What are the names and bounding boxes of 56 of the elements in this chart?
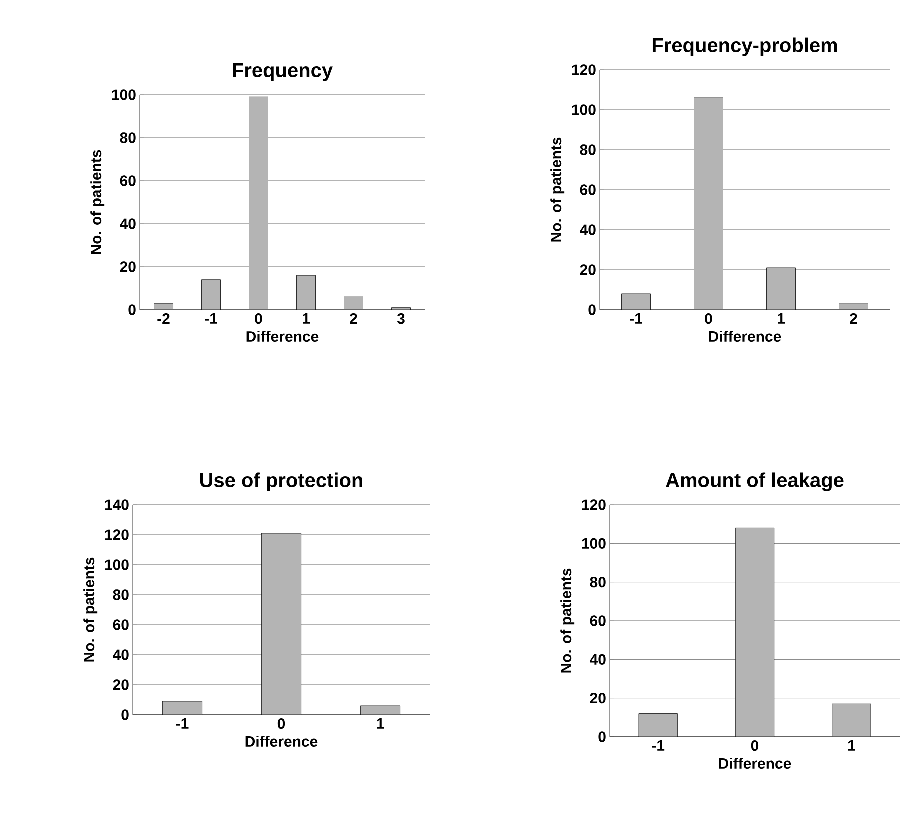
y-tick-label: 20	[113, 680, 129, 690]
chart-title: Frequency	[233, 64, 333, 82]
y-tick-label: 100	[105, 560, 129, 570]
x-axis-title: Difference	[246, 736, 318, 748]
y-tick-label: 140	[105, 500, 129, 510]
y-tick-label: 120	[582, 500, 606, 510]
x-tick-label: 0	[705, 314, 712, 324]
x-tick-label: 1	[848, 740, 856, 751]
y-tick-label: 40	[113, 650, 129, 660]
x-tick-label: 0	[255, 314, 262, 324]
y-tick-label: 60	[120, 176, 136, 186]
x-tick-label: 1	[377, 718, 384, 729]
y-tick-label: 100	[572, 104, 596, 116]
x-tick-label: -1	[630, 314, 642, 324]
y-tick-label: 120	[105, 530, 129, 540]
x-tick-label: 2	[350, 314, 358, 324]
x-axis-title: Difference	[246, 331, 319, 342]
y-tick-label: 120	[572, 64, 596, 76]
y-tick-label: 40	[590, 654, 606, 665]
y-tick-label: 80	[113, 590, 129, 600]
y-tick-label: 0	[588, 304, 596, 316]
x-tick-label: 1	[303, 314, 310, 324]
x-tick-label: 0	[751, 740, 759, 752]
x-tick-label: -1	[205, 314, 218, 324]
y-axis-title: No. of patients	[560, 568, 575, 673]
y-axis-title: No. of patients	[84, 558, 98, 662]
x-tick-label: -2	[158, 314, 170, 324]
x-tick-label: 0	[278, 718, 286, 730]
y-tick-label: 0	[128, 304, 136, 316]
x-axis-title: Difference	[719, 758, 792, 770]
y-tick-label: 80	[120, 132, 136, 144]
y-tick-label: 80	[580, 144, 596, 156]
y-tick-label: 20	[580, 264, 596, 276]
chart-title: Use of protection	[200, 472, 362, 492]
x-tick-label: 1	[778, 314, 785, 324]
y-tick-label: 100	[112, 90, 136, 100]
x-axis-title: Difference	[709, 331, 782, 342]
y-tick-label: 60	[590, 616, 606, 626]
y-tick-label: 80	[590, 577, 606, 588]
x-tick-label: 2	[850, 314, 858, 324]
y-tick-label: 100	[582, 538, 606, 549]
x-tick-label: -1	[176, 718, 189, 729]
y-axis-title: No. of patients	[90, 150, 105, 254]
y-tick-label: 60	[580, 184, 596, 196]
x-tick-label: 3	[397, 314, 405, 324]
y-tick-label: 0	[598, 732, 606, 742]
y-tick-label: 0	[122, 710, 129, 720]
y-tick-label: 40	[120, 218, 136, 230]
x-tick-label: -1	[652, 740, 665, 751]
chart-title: Frequency-problem	[652, 38, 838, 56]
y-tick-label: 20	[120, 262, 136, 272]
y-tick-label: 20	[590, 693, 606, 704]
y-tick-label: 60	[113, 620, 129, 630]
chart-title: Amount of leakage	[666, 472, 844, 492]
y-axis-title: No. of patients	[550, 138, 565, 242]
y-tick-label: 40	[580, 224, 596, 236]
